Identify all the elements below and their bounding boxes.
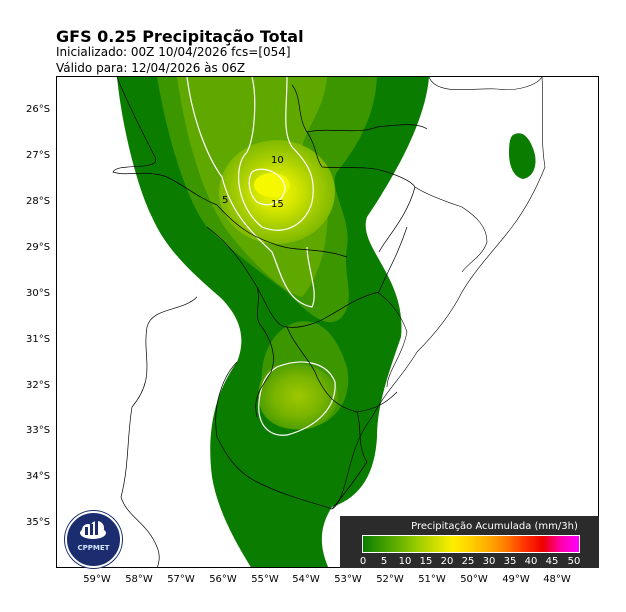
lon-tick-label: 50°W <box>460 574 488 585</box>
coastline <box>331 77 546 510</box>
lat-tick-label: 29°S <box>26 242 51 253</box>
contour-15 <box>248 168 286 206</box>
rain-area-small <box>509 133 536 179</box>
colorbar-tick: 5 <box>380 556 388 567</box>
colorbar-tick: 25 <box>461 556 475 567</box>
contour-5-south <box>258 361 336 436</box>
lat-tick-label: 26°S <box>26 104 51 115</box>
map-title: GFS 0.25 Precipitação Total <box>56 27 304 46</box>
init-time-label: Inicializado: 00Z 10/04/2026 fcs=[054] <box>56 45 291 59</box>
colorbar-tick: 10 <box>398 556 412 567</box>
lat-tick-label: 30°S <box>26 288 51 299</box>
legend-title: Precipitação Acumulada (mm/3h) <box>411 521 578 532</box>
cloud-icon <box>80 521 106 539</box>
lat-tick-label: 35°S <box>26 517 51 528</box>
lon-tick-label: 54°W <box>292 574 320 585</box>
lon-tick-label: 56°W <box>209 574 237 585</box>
lon-tick-label: 48°W <box>543 574 571 585</box>
colorbar-tick: 45 <box>545 556 559 567</box>
contour-label: 5 <box>222 195 228 206</box>
colorbar-tick: 30 <box>482 556 496 567</box>
logo-text: CPPMET <box>77 544 110 552</box>
precipitation-map: 5 10 15 <box>56 76 599 568</box>
colorbar-legend: Precipitação Acumulada (mm/3h) 0 5 10 15… <box>340 516 599 568</box>
colorbar-tick: 35 <box>503 556 517 567</box>
colorbar-tick: 15 <box>419 556 433 567</box>
contour-5 <box>186 77 315 308</box>
lon-tick-label: 51°W <box>418 574 446 585</box>
lon-tick-label: 49°W <box>502 574 530 585</box>
lon-tick-label: 55°W <box>251 574 279 585</box>
colorbar <box>362 535 580 553</box>
cppmet-logo: CPPMET <box>65 511 122 568</box>
lat-tick-label: 32°S <box>26 380 51 391</box>
lon-tick-label: 57°W <box>167 574 195 585</box>
colorbar-tick: 40 <box>524 556 538 567</box>
lat-tick-label: 31°S <box>26 334 51 345</box>
map-canvas: 5 10 15 <box>112 77 546 567</box>
lon-tick-label: 58°W <box>125 574 153 585</box>
lat-tick-label: 33°S <box>26 425 51 436</box>
valid-time-label: Válido para: 12/04/2026 às 06Z <box>56 61 246 75</box>
lat-tick-label: 34°S <box>26 471 51 482</box>
contour-label: 15 <box>271 199 284 210</box>
lat-tick-label: 27°S <box>26 150 51 161</box>
lon-tick-label: 52°W <box>376 574 404 585</box>
lon-tick-label: 59°W <box>83 574 111 585</box>
country-borders <box>112 77 428 567</box>
contour-label: 10 <box>271 155 284 166</box>
colorbar-tick: 50 <box>567 556 581 567</box>
contour-10 <box>238 77 314 231</box>
colorbar-tick: 20 <box>440 556 454 567</box>
colorbar-tick: 0 <box>359 556 367 567</box>
lat-tick-label: 28°S <box>26 196 51 207</box>
lon-tick-label: 53°W <box>334 574 362 585</box>
contour-lines <box>186 77 336 436</box>
